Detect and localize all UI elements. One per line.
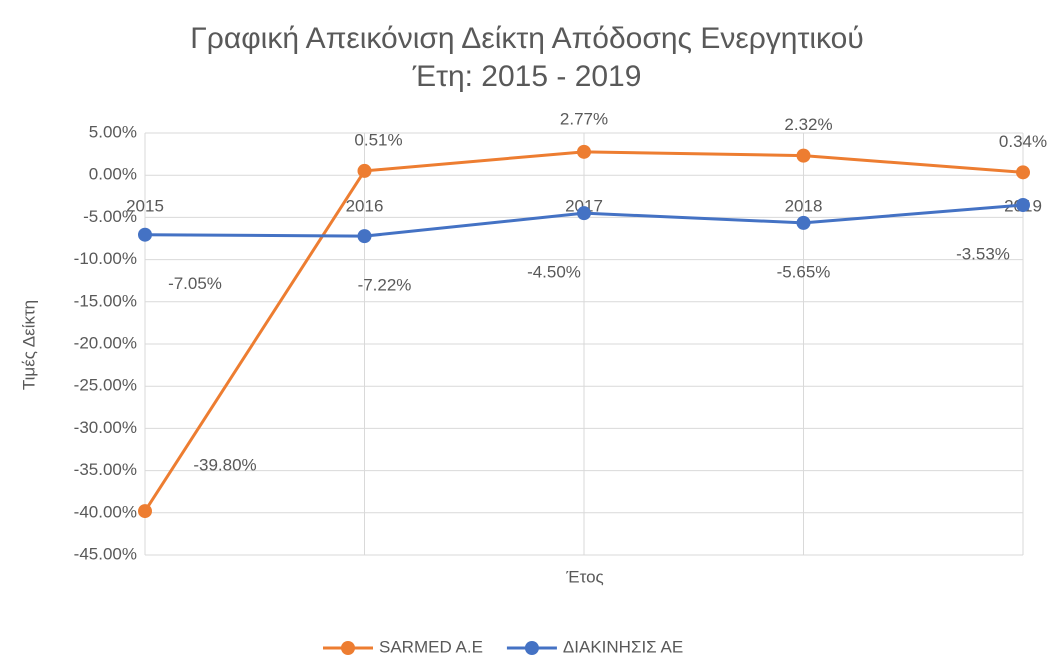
data-label: 2.77% bbox=[560, 109, 608, 128]
y-tick-label: -20.00% bbox=[74, 333, 137, 352]
y-tick-label: -15.00% bbox=[74, 291, 137, 310]
legend-marker bbox=[524, 641, 539, 655]
y-tick-label: -35.00% bbox=[74, 460, 137, 479]
data-point bbox=[138, 504, 152, 519]
data-point bbox=[357, 163, 372, 178]
data-label: 2.32% bbox=[784, 115, 832, 134]
data-point bbox=[796, 215, 811, 230]
data-label: -4.50% bbox=[527, 263, 581, 282]
data-point bbox=[357, 229, 372, 244]
data-label: 0.34% bbox=[999, 132, 1047, 151]
legend-item: SARMED A.E bbox=[323, 637, 483, 655]
chart-title: Γραφική Απεικόνιση Δείκτη Απόδοσης Ενεργ… bbox=[190, 22, 863, 55]
y-tick-label: -30.00% bbox=[74, 418, 137, 437]
legend-label: SARMED A.E bbox=[379, 637, 483, 655]
data-point bbox=[1016, 165, 1030, 180]
x-tick-label: 2015 bbox=[126, 197, 164, 216]
x-tick-label: 2016 bbox=[346, 197, 384, 216]
data-label: -39.80% bbox=[193, 456, 256, 475]
data-point bbox=[577, 206, 591, 221]
data-point bbox=[138, 227, 152, 242]
x-tick-label: 2018 bbox=[785, 197, 823, 216]
y-tick-label: 5.00% bbox=[89, 122, 137, 141]
data-label: -7.05% bbox=[168, 274, 222, 293]
x-axis-title: Έτος bbox=[565, 567, 603, 586]
data-point bbox=[577, 144, 591, 159]
data-label: -3.53% bbox=[956, 244, 1010, 263]
y-tick-label: -5.00% bbox=[83, 207, 137, 226]
y-tick-label: -10.00% bbox=[74, 249, 137, 268]
y-tick-label: 0.00% bbox=[89, 165, 137, 184]
legend-marker bbox=[341, 641, 355, 655]
legend-label: ΔΙΑΚΙΝΗΣΙΣ ΑΕ bbox=[563, 637, 683, 655]
y-tick-label: -25.00% bbox=[74, 376, 137, 395]
chart-subtitle: Έτη: 2015 - 2019 bbox=[412, 60, 642, 93]
data-label: -7.22% bbox=[358, 276, 412, 295]
y-tick-label: -45.00% bbox=[74, 544, 137, 563]
y-tick-label: -40.00% bbox=[74, 502, 137, 521]
data-label: -5.65% bbox=[777, 262, 831, 281]
y-axis-title: Τιμές Δείκτη bbox=[19, 300, 38, 390]
legend-item: ΔΙΑΚΙΝΗΣΙΣ ΑΕ bbox=[506, 637, 683, 655]
data-label: 0.51% bbox=[354, 130, 402, 149]
data-point bbox=[1016, 197, 1030, 212]
data-point bbox=[796, 148, 811, 163]
